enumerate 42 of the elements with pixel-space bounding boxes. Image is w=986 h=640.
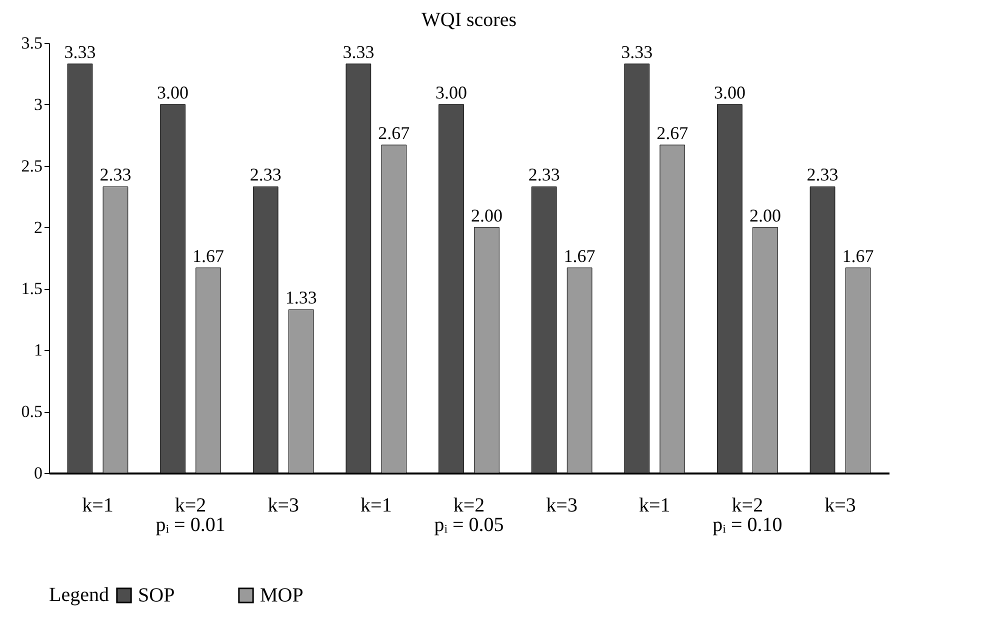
x-tick-label: k=2 — [174, 494, 206, 516]
y-tick-label: 3 — [34, 94, 42, 114]
y-tick-label: 0 — [34, 464, 42, 482]
legend-label: MOP — [260, 584, 304, 606]
y-tick-label: 2 — [34, 218, 42, 237]
data-label: 2.00 — [749, 205, 781, 226]
text: pᵢ = 0.05 — [434, 514, 504, 536]
legend-label: SOP — [138, 584, 175, 606]
y-tick-label: 0.5 — [21, 402, 42, 422]
text: pᵢ = 0.10 — [712, 514, 782, 536]
x-tick-label: k=2 — [453, 494, 485, 516]
chart-title: WQI scores — [422, 9, 517, 31]
x-tick-label: k=1 — [82, 494, 114, 516]
data-label: 3.00 — [714, 82, 746, 102]
data-label: 2.67 — [656, 122, 688, 143]
x-tick-label: k=3 — [824, 494, 856, 516]
y-tick-label: 1 — [34, 340, 42, 360]
data-label: 2.33 — [806, 164, 838, 185]
data-label: 1.67 — [564, 246, 596, 266]
y-tick-label: 3.5 — [21, 34, 42, 52]
data-label: 2.33 — [250, 164, 282, 185]
data-label: 3.33 — [621, 42, 653, 62]
x-tick-label: k=1 — [638, 494, 670, 516]
y-tick-label: 1.5 — [21, 279, 42, 298]
y-tick-label: 2.5 — [21, 156, 42, 176]
data-label: 3.33 — [64, 42, 96, 62]
data-label: 2.33 — [528, 164, 560, 185]
data-label: 3.00 — [436, 82, 468, 102]
data-label: 2.33 — [100, 164, 132, 185]
data-label: 3.00 — [157, 82, 189, 102]
x-tick-label: k=3 — [546, 494, 578, 516]
data-label: 2.00 — [470, 205, 502, 226]
data-label: 1.67 — [842, 246, 874, 266]
data-label: 1.67 — [192, 246, 224, 266]
x-tick-label: k=3 — [268, 494, 300, 516]
text: pᵢ = 0.01 — [156, 514, 226, 536]
data-label: 1.33 — [285, 288, 317, 308]
x-tick-label: k=1 — [360, 494, 392, 516]
data-label: 3.33 — [342, 42, 374, 62]
legend-title: Legend — [49, 584, 109, 606]
x-tick-label: k=2 — [732, 494, 764, 516]
data-label: 2.67 — [378, 122, 410, 143]
